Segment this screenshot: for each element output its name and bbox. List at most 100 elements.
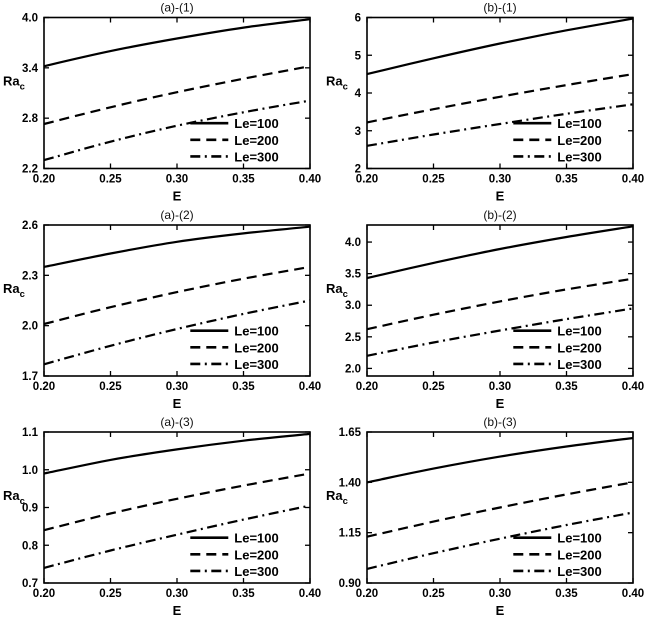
series-line-Le=100 [366,225,634,280]
legend-label: Le=300 [557,564,601,579]
legend-label: Le=100 [234,116,278,131]
series-line-Le=300 [43,299,311,366]
x-tick-label: 0.35 [232,588,255,600]
x-tick-label: 0.40 [622,174,644,186]
chart-panel-b2: 0.20 0.25 0.30 0.35 0.40 2.0 2.5 3.0 3.5 4.0 (b)-(… [323,208,646,415]
legend-label: Le=300 [557,149,601,164]
legend-label: Le=300 [234,149,278,164]
legend-label: Le=300 [557,357,601,372]
series-line-Le=300 [43,99,311,162]
x-tick-label: 0.30 [489,588,511,600]
series-line-Le=100 [43,225,311,268]
y-tick-label: 3.4 [22,63,39,75]
chart-a2: 0.20 0.25 0.30 0.35 0.40 1.7 2.0 2.3 2.6 (a)-(2) E… [3,208,321,411]
x-axis-label: E [496,603,505,618]
chart-panel-a3: 0.20 0.25 0.30 0.35 0.40 0.7 0.8 0.9 1.0 1.1 (a)-(… [0,415,323,622]
legend-label: Le=200 [557,547,601,562]
chart-panel-a1: 0.20 0.25 0.30 0.35 0.40 2.2 2.8 3.4 4.0 (a)-(1) E… [0,0,323,207]
series-line-Le=300 [366,103,634,147]
x-tick-label: 0.35 [232,381,255,393]
y-tick-label: 2.0 [345,363,361,375]
chart-panel-b3: 0.20 0.25 0.30 0.35 0.40 0.90 1.15 1.40 1.65 (b)-… [323,415,646,622]
x-tick-label: 0.40 [622,588,644,600]
x-tick-label: 0.25 [99,174,122,186]
series-line-Le=100 [43,432,311,475]
x-axis-label: E [173,189,182,204]
series-line-Le=200 [366,73,634,124]
y-axis-label: Rac [3,488,25,507]
legend-label: Le=200 [234,133,278,148]
y-tick-label: 3.5 [345,269,362,281]
x-tick-label: 0.20 [356,588,378,600]
x-tick-label: 0.20 [33,588,55,600]
y-tick-label: 2.6 [22,220,38,232]
chart-a3: 0.20 0.25 0.30 0.35 0.40 0.7 0.8 0.9 1.0 1.1 (a)-(… [3,415,321,618]
series-line-Le=300 [366,307,634,357]
series-line-Le=300 [43,504,311,569]
legend-label: Le=100 [557,531,601,546]
x-tick-label: 0.35 [555,381,578,393]
x-tick-label: 0.40 [622,381,644,393]
series-line-Le=200 [43,65,311,126]
y-tick-label: 2 [355,164,361,176]
legend-label: Le=200 [234,340,278,355]
x-tick-label: 0.25 [99,588,122,600]
y-tick-label: 2.3 [22,270,38,282]
legend-label: Le=300 [234,564,278,579]
x-tick-label: 0.20 [33,174,55,186]
y-tick-label: 2.5 [345,332,362,344]
chart-title: (a)-(2) [160,208,193,222]
x-tick-label: 0.30 [166,174,188,186]
x-tick-label: 0.25 [99,381,122,393]
chart-b3: 0.20 0.25 0.30 0.35 0.40 0.90 1.15 1.40 1.65 (b)-… [326,415,644,618]
chart-b1: 0.20 0.25 0.30 0.35 0.40 2 3 4 5 6 (b)-(1) E Rac Le=1… [326,1,644,204]
chart-title: (a)-(1) [160,1,193,15]
chart-title: (b)-(3) [483,415,516,429]
x-tick-label: 0.20 [33,381,55,393]
chart-title: (b)-(2) [483,208,516,222]
y-tick-label: 2.8 [22,113,39,125]
legend-label: Le=200 [557,133,601,148]
x-tick-label: 0.35 [232,174,255,186]
y-tick-label: 0.9 [22,503,38,515]
legend-label: Le=100 [234,324,278,339]
x-tick-label: 0.20 [356,174,378,186]
legend-label: Le=100 [557,324,601,339]
legend-label: Le=200 [557,340,601,355]
y-axis-label: Rac [326,488,348,507]
x-tick-label: 0.40 [299,381,321,393]
series-line-Le=200 [366,277,634,331]
series-line-Le=100 [43,18,311,68]
legend-label: Le=200 [234,547,278,562]
y-tick-label: 1.40 [339,477,361,489]
series-line-Le=200 [43,265,311,326]
y-tick-label: 6 [355,13,361,25]
series-line-Le=200 [366,481,634,538]
x-tick-label: 0.30 [166,381,188,393]
x-tick-label: 0.25 [422,588,445,600]
chart-title: (b)-(1) [483,1,516,15]
y-axis-label: Rac [3,73,25,92]
y-tick-label: 3.0 [345,300,361,312]
x-tick-label: 0.25 [422,381,445,393]
series-line-Le=100 [366,436,634,484]
y-tick-label: 1.7 [22,371,38,383]
y-tick-label: 2.2 [22,164,38,176]
x-tick-label: 0.25 [422,174,445,186]
legend-label: Le=100 [234,531,278,546]
y-tick-label: 2.0 [22,321,38,333]
x-tick-label: 0.35 [555,588,578,600]
y-tick-label: 1.0 [22,465,38,477]
x-axis-label: E [173,603,182,618]
series-line-Le=100 [366,17,634,76]
y-tick-label: 0.7 [22,578,38,590]
chart-panel-b1: 0.20 0.25 0.30 0.35 0.40 2 3 4 5 6 (b)-(1) E Rac Le=1… [323,0,646,207]
y-tick-label: 1.65 [339,427,362,439]
x-tick-label: 0.30 [489,381,511,393]
y-tick-label: 4.0 [22,13,38,25]
chart-panel-a2: 0.20 0.25 0.30 0.35 0.40 1.7 2.0 2.3 2.6 (a)-(2) E… [0,208,323,415]
legend-label: Le=300 [234,357,278,372]
x-axis-label: E [496,189,505,204]
y-tick-label: 0.90 [339,578,361,590]
